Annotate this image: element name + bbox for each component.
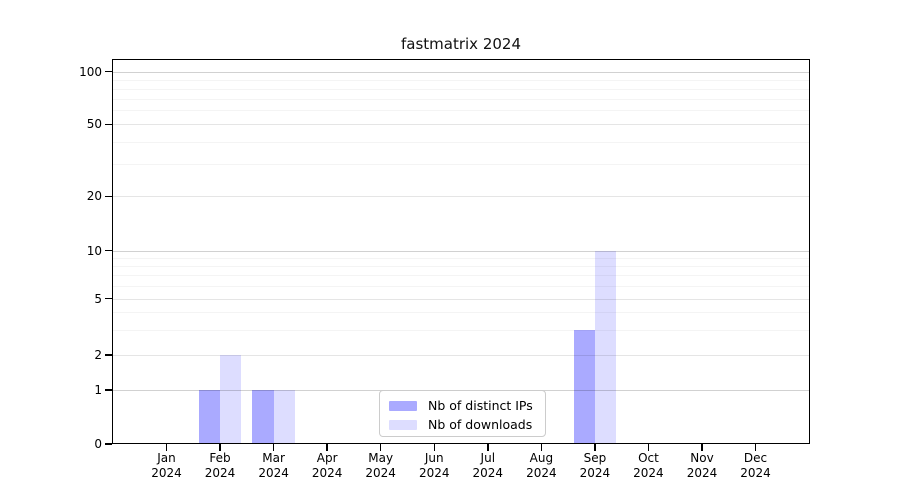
gridline-y-90 xyxy=(112,79,810,81)
x-tick-label-oct: Oct 2024 xyxy=(616,451,680,481)
x-tick-label-jun: Jun 2024 xyxy=(402,451,466,481)
x-tick-year: 2024 xyxy=(311,466,343,480)
bar-downloads-sep xyxy=(594,250,617,444)
y-tick-2 xyxy=(105,354,112,356)
x-tick-month: Oct xyxy=(638,451,659,465)
x-tick-year: 2024 xyxy=(365,466,396,480)
x-tick-label-dec: Dec 2024 xyxy=(724,451,788,481)
gridline-y-2 xyxy=(112,355,810,356)
x-tick-label-apr: Apr 2024 xyxy=(295,451,359,481)
gridline-y-8 xyxy=(112,266,810,268)
x-tick-label-jul: Jul 2024 xyxy=(456,451,520,481)
y-tick-label-5: 5 xyxy=(94,291,102,306)
legend-label-distinct-ips: Nb of distinct IPs xyxy=(428,398,533,413)
y-tick-label-1: 1 xyxy=(94,383,102,397)
x-tick-month: Mar xyxy=(262,451,285,465)
x-tick-year: 2024 xyxy=(472,466,504,480)
gridline-y-20 xyxy=(112,196,810,198)
x-tick-label-mar: Mar 2024 xyxy=(242,451,306,481)
legend: Nb of distinct IPs Nb of downloads xyxy=(379,390,546,437)
gridline-y-40 xyxy=(112,141,810,143)
x-tick-month: Sep xyxy=(583,451,607,465)
x-tick-nov xyxy=(701,444,703,451)
x-tick-month: May xyxy=(368,451,394,465)
y-tick-20 xyxy=(105,195,112,198)
x-tick-month: Nov xyxy=(690,451,714,465)
x-tick-year: 2024 xyxy=(633,466,664,480)
gridline-y-60 xyxy=(112,110,810,112)
plot-area xyxy=(112,59,810,444)
x-tick-month: Apr xyxy=(316,451,338,465)
y-tick-0 xyxy=(105,443,112,445)
gridline-y-50 xyxy=(112,124,810,126)
x-tick-year: 2024 xyxy=(579,466,611,480)
x-tick-label-aug: Aug 2024 xyxy=(509,451,573,481)
x-tick-label-may: May 2024 xyxy=(349,451,413,481)
x-tick-year: 2024 xyxy=(204,466,236,480)
x-tick-month: Jan xyxy=(157,451,176,465)
y-tick-1 xyxy=(105,389,112,391)
gridline-y-7 xyxy=(112,275,810,277)
x-tick-apr xyxy=(326,444,328,451)
legend-swatch-downloads xyxy=(389,419,417,430)
y-tick-10 xyxy=(105,249,112,252)
y-tick-label-10: 10 xyxy=(86,243,102,258)
gridline-y-70 xyxy=(112,98,810,100)
x-tick-dec xyxy=(754,444,757,451)
x-tick-month: Dec xyxy=(743,451,768,465)
legend-swatch-distinct-ips xyxy=(389,400,417,411)
y-tick-label-100: 100 xyxy=(79,64,102,79)
y-tick-label-2: 2 xyxy=(94,348,102,362)
gridline-y-4 xyxy=(112,312,810,314)
chart-title: fastmatrix 2024 xyxy=(400,35,521,53)
x-tick-year: 2024 xyxy=(258,466,289,480)
bar-downloads-mar xyxy=(273,390,295,444)
x-tick-year: 2024 xyxy=(686,466,718,480)
bar-distinct-ips-mar xyxy=(252,390,274,444)
y-tick-label-0: 0 xyxy=(94,437,102,451)
y-tick-100 xyxy=(105,70,112,73)
gridline-y-80 xyxy=(112,88,810,90)
x-tick-mar xyxy=(272,444,275,451)
gridline-y-10 xyxy=(112,250,810,252)
y-tick-50 xyxy=(105,123,112,126)
x-tick-month: Jul xyxy=(480,451,496,465)
x-tick-month: Jun xyxy=(424,451,444,465)
gridline-y-100 xyxy=(112,71,810,73)
x-tick-jan xyxy=(165,444,168,451)
x-tick-aug xyxy=(540,444,543,451)
x-tick-feb xyxy=(219,444,221,451)
x-tick-label-nov: Nov 2024 xyxy=(670,451,734,481)
gridline-y-6 xyxy=(112,286,810,288)
legend-item-distinct-ips: Nb of distinct IPs xyxy=(389,396,545,415)
x-tick-year: 2024 xyxy=(526,466,557,480)
legend-item-downloads: Nb of downloads xyxy=(389,415,545,434)
x-tick-label-sep: Sep 2024 xyxy=(563,451,627,481)
x-tick-label-jan: Jan 2024 xyxy=(135,451,199,481)
x-tick-jul xyxy=(487,444,489,451)
bar-downloads-feb xyxy=(220,355,242,444)
x-tick-month: Aug xyxy=(529,451,554,465)
x-tick-label-feb: Feb 2024 xyxy=(188,451,252,481)
x-tick-may xyxy=(379,444,382,451)
y-tick-5 xyxy=(105,297,112,300)
gridline-y-30 xyxy=(112,164,810,166)
x-tick-year: 2024 xyxy=(151,466,182,480)
gridline-y-3 xyxy=(112,330,810,332)
x-tick-year: 2024 xyxy=(418,466,450,480)
y-tick-label-50: 50 xyxy=(86,117,102,132)
x-tick-month: Feb xyxy=(209,451,231,465)
gridline-y-5 xyxy=(112,298,810,300)
x-tick-jun xyxy=(433,444,435,451)
bar-distinct-ips-feb xyxy=(198,390,221,444)
y-tick-label-20: 20 xyxy=(86,189,102,204)
x-tick-sep xyxy=(594,444,596,451)
bar-distinct-ips-sep xyxy=(573,330,595,444)
legend-label-downloads: Nb of downloads xyxy=(428,417,533,432)
x-tick-oct xyxy=(647,444,650,451)
x-tick-year: 2024 xyxy=(740,466,771,480)
gridline-y-9 xyxy=(112,257,810,259)
